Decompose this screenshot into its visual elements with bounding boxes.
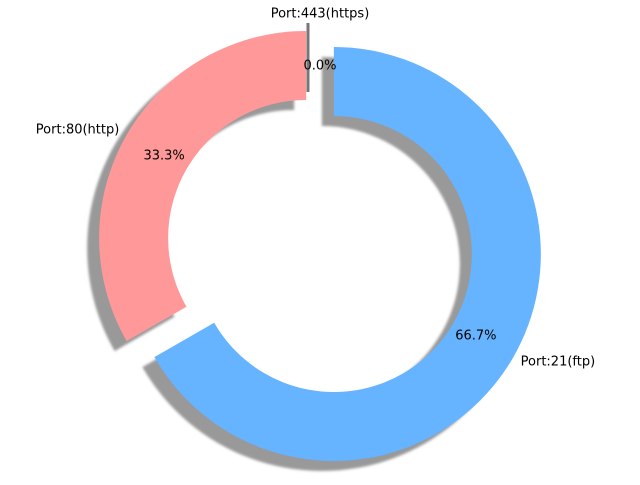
category-label-port-80-http: Port:80(http) [36, 122, 120, 137]
labels: Port:443(https) 0.0% Port:80(http) 33.3% Por… [36, 7, 595, 370]
slices [99, 30, 541, 462]
slice-port-80-http [99, 30, 307, 342]
percent-label-port-21-ftp: 66.7% [455, 329, 496, 344]
percent-label-port-443-https: 0.0% [303, 58, 336, 73]
category-label-port-443-https: Port:443(https) [271, 7, 370, 22]
slice-port-21-ftp [154, 47, 541, 462]
percent-label-port-80-http: 33.3% [143, 148, 184, 163]
category-label-port-21-ftp: Port:21(ftp) [521, 355, 596, 370]
